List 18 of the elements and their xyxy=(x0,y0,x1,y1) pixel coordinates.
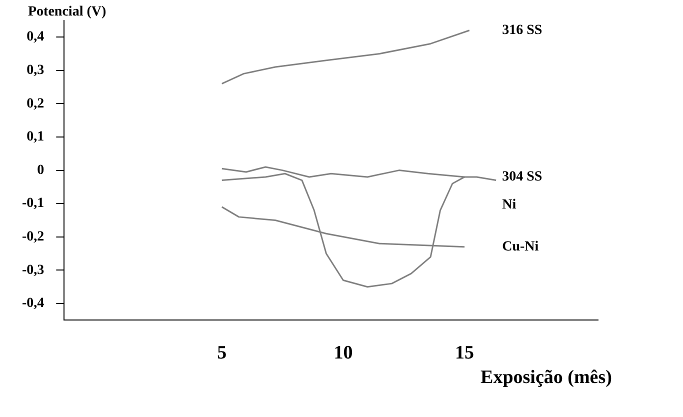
text: 304 SS xyxy=(502,170,542,185)
y-tick-label: 0 xyxy=(37,162,44,178)
x-tick-label: 15 xyxy=(455,342,474,364)
text: Cu-Ni xyxy=(502,240,539,255)
text: 316 SS xyxy=(502,23,542,38)
x-tick-label: 5 xyxy=(217,342,227,364)
y-tick-label: -0,1 xyxy=(22,196,44,212)
y-tick-label: -0,3 xyxy=(22,262,44,278)
x-tick-label: 10 xyxy=(334,342,353,364)
y-axis-title: Potencial (V) xyxy=(28,4,106,20)
y-tick-label: 0,4 xyxy=(26,30,44,45)
y-tick-label: 0,1 xyxy=(26,130,44,145)
y-tick-label: -0,4 xyxy=(22,296,44,312)
y-tick-label: 0,2 xyxy=(26,96,44,112)
y-tick-label: 0,3 xyxy=(26,62,44,78)
series-label: Ni xyxy=(502,198,516,213)
x-axis-title: Exposição (mês) xyxy=(480,366,612,388)
y-tick-label: -0,2 xyxy=(22,230,44,245)
